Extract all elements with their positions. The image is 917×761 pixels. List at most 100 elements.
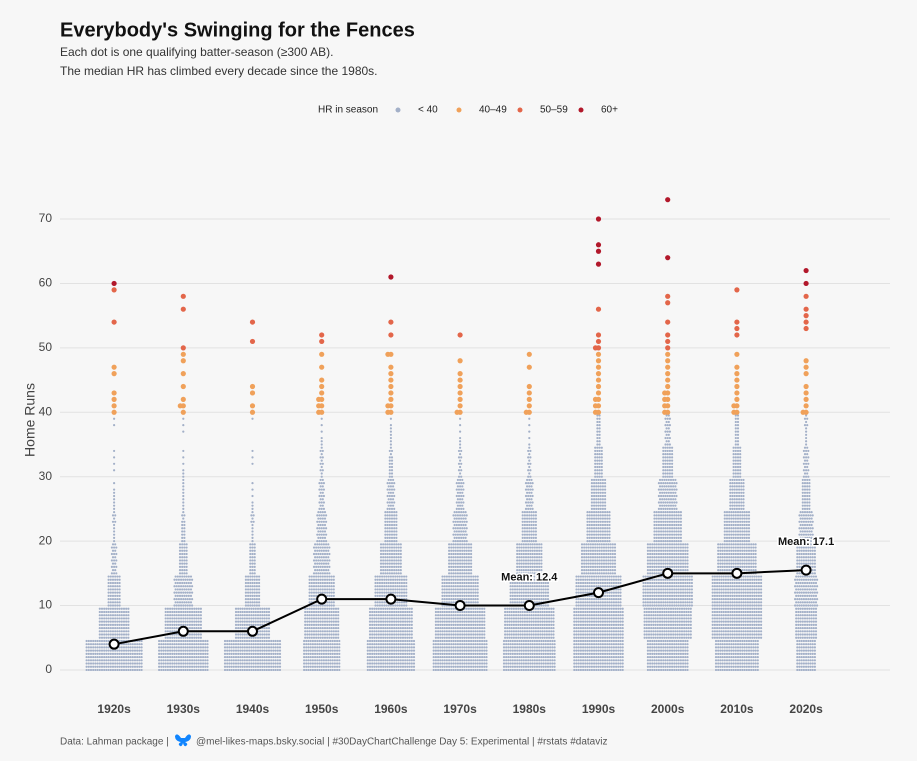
- mean-label: Mean: 12.4: [501, 571, 558, 583]
- dot: [803, 306, 809, 312]
- dot: [734, 332, 740, 338]
- dot: [803, 280, 809, 287]
- dot: [734, 390, 740, 396]
- dot: [319, 377, 325, 383]
- dot: [319, 351, 325, 357]
- median-point: [800, 564, 812, 576]
- median-point: [593, 587, 604, 599]
- y-tick-label: 70: [39, 211, 53, 225]
- dot: [526, 403, 532, 409]
- dot: [319, 390, 325, 396]
- dot-group: [711, 607, 763, 639]
- dot-group: [455, 478, 465, 511]
- dot: [731, 409, 737, 415]
- dot-group: [441, 575, 479, 607]
- y-tick-label: 10: [39, 598, 53, 612]
- x-tick-label: 2000s: [651, 702, 685, 716]
- dot: [388, 377, 394, 383]
- dot-group: [223, 639, 282, 672]
- dot-group: [732, 446, 742, 478]
- dot-group: [366, 639, 416, 672]
- dot: [111, 403, 117, 409]
- dot: [595, 261, 602, 267]
- dot-group: [320, 417, 323, 446]
- dot: [388, 396, 394, 402]
- dot: [592, 396, 599, 402]
- dot-group: [524, 478, 534, 511]
- dot-group: [573, 639, 624, 672]
- dot: [457, 390, 463, 396]
- x-tick-label: 1970s: [443, 702, 477, 716]
- dot: [180, 345, 186, 351]
- dot: [595, 332, 602, 338]
- dot-group: [573, 607, 624, 639]
- dot: [665, 319, 671, 325]
- dot: [734, 364, 740, 370]
- dot: [734, 371, 740, 377]
- legend-swatch: [456, 107, 462, 113]
- dot: [111, 364, 117, 370]
- dot: [595, 383, 602, 390]
- median-point: [385, 593, 397, 605]
- dot-group: [502, 639, 556, 672]
- dot-group: [111, 511, 117, 543]
- dot: [665, 358, 671, 364]
- dot-group: [316, 511, 328, 543]
- dot: [665, 371, 671, 377]
- dot: [454, 409, 460, 415]
- dot: [734, 383, 740, 390]
- dot: [249, 319, 256, 325]
- dot-group: [521, 511, 538, 543]
- dot: [734, 377, 740, 383]
- dot: [592, 409, 599, 415]
- dot: [457, 371, 463, 377]
- dot: [665, 338, 671, 345]
- dot-group: [504, 607, 555, 639]
- dot-group: [386, 478, 396, 511]
- median-point: [316, 593, 328, 605]
- dot-group: [714, 639, 759, 672]
- dot: [665, 351, 671, 357]
- dot: [319, 383, 325, 390]
- dot: [803, 358, 809, 364]
- y-tick-label: 0: [45, 662, 52, 676]
- dot: [388, 383, 394, 390]
- dot: [457, 377, 463, 383]
- dot: [316, 403, 322, 409]
- dot: [595, 377, 602, 383]
- x-tick-label: 1940s: [236, 702, 270, 716]
- dot-group: [457, 446, 463, 478]
- y-axis-label: Home Runs: [22, 383, 38, 457]
- dot: [662, 403, 668, 409]
- mean-label: Mean: 17.1: [778, 536, 834, 548]
- dot-group: [794, 575, 819, 607]
- x-tick-label: 1980s: [513, 702, 547, 716]
- dot: [803, 390, 809, 396]
- dot-group: [734, 414, 740, 446]
- median-point: [177, 625, 189, 637]
- dot-group: [662, 446, 674, 478]
- dot: [388, 319, 394, 325]
- dot: [249, 390, 256, 396]
- legend-title: HR in season: [318, 105, 378, 116]
- dot: [803, 383, 809, 390]
- median-point: [662, 567, 674, 579]
- dot: [457, 358, 463, 364]
- dot: [388, 332, 394, 338]
- dot-group: [646, 639, 689, 672]
- dot-group: [182, 417, 185, 433]
- dot: [734, 287, 740, 293]
- dot-group: [249, 543, 256, 575]
- dot: [249, 383, 256, 390]
- legend-swatch: [395, 107, 401, 113]
- x-tick-label: 2010s: [720, 702, 754, 716]
- dot: [180, 371, 186, 377]
- dot: [523, 409, 529, 415]
- dot-group: [798, 511, 814, 543]
- dot-group: [580, 543, 617, 575]
- dot: [803, 364, 809, 370]
- dot: [111, 280, 117, 287]
- dot-group: [182, 449, 185, 478]
- dot: [316, 396, 322, 402]
- dot: [734, 351, 740, 357]
